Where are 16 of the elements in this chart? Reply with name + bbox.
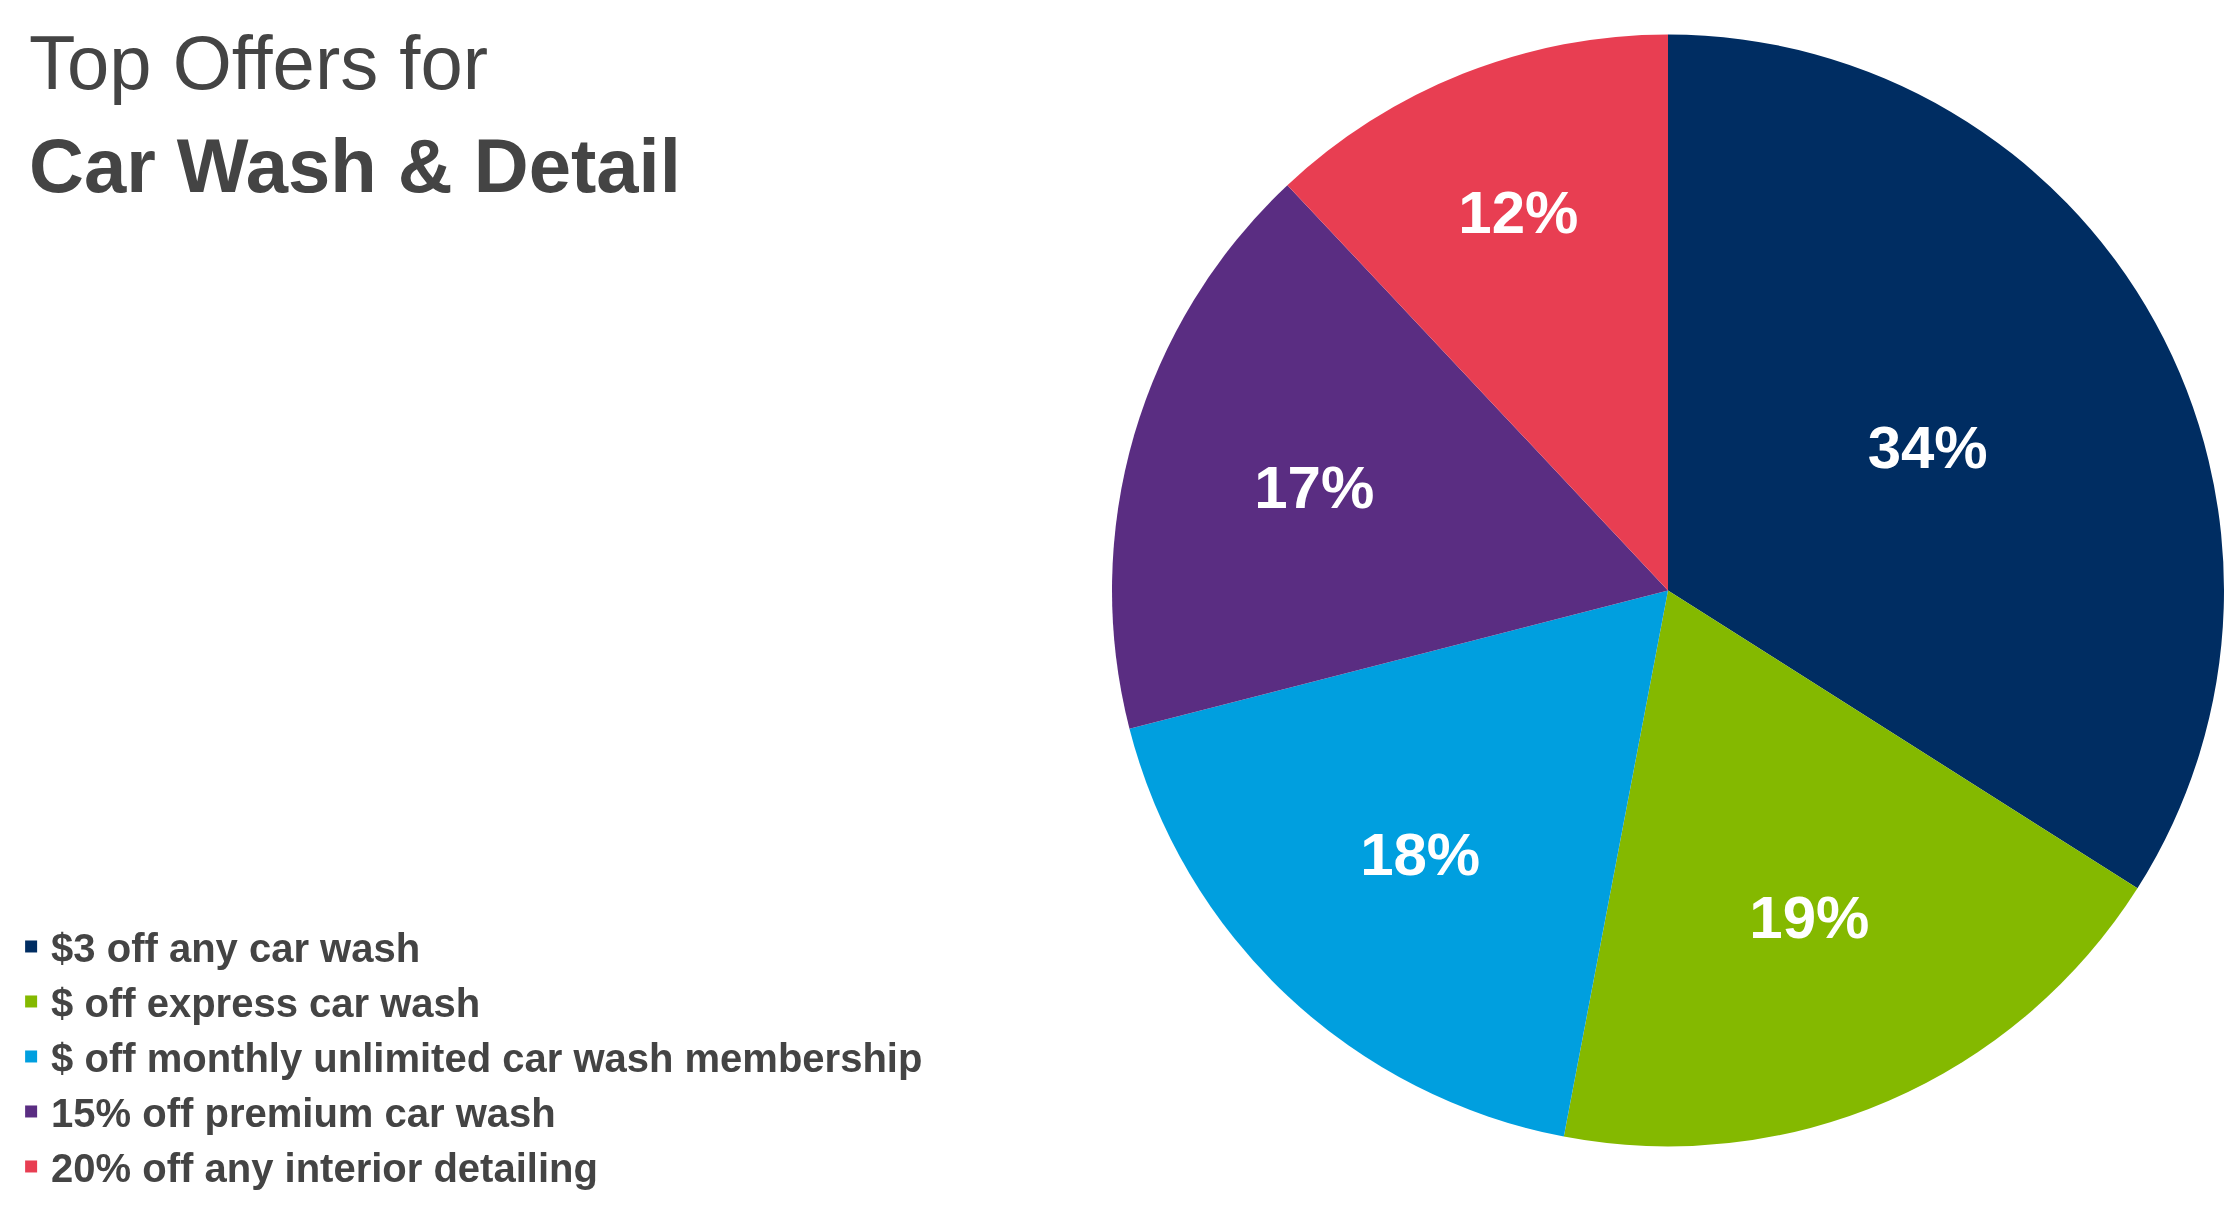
legend-label: $3 off any car wash	[51, 926, 421, 971]
legend-label: 20% off any interior detailing	[51, 1146, 598, 1191]
data-label: 18%	[1360, 820, 1481, 888]
text: Car Wash & Detail	[29, 123, 681, 208]
legend-label: $ off express car wash	[51, 981, 481, 1026]
data-label: 19%	[1749, 883, 1870, 951]
data-label: 34%	[1867, 414, 1988, 482]
pie-slice	[1112, 185, 1668, 729]
pie-slice	[1129, 590, 1668, 1137]
chart-title: Top Offers for	[29, 20, 489, 105]
legend-label: $ off monthly unlimited car wash membership	[51, 1036, 923, 1081]
pie-slice	[1668, 34, 2223, 889]
legend-label: 15% off premium car wash	[51, 1091, 556, 1136]
pie-slice	[1563, 590, 2138, 1146]
data-label: 17%	[1254, 454, 1375, 522]
data-label: 12%	[1458, 179, 1579, 247]
